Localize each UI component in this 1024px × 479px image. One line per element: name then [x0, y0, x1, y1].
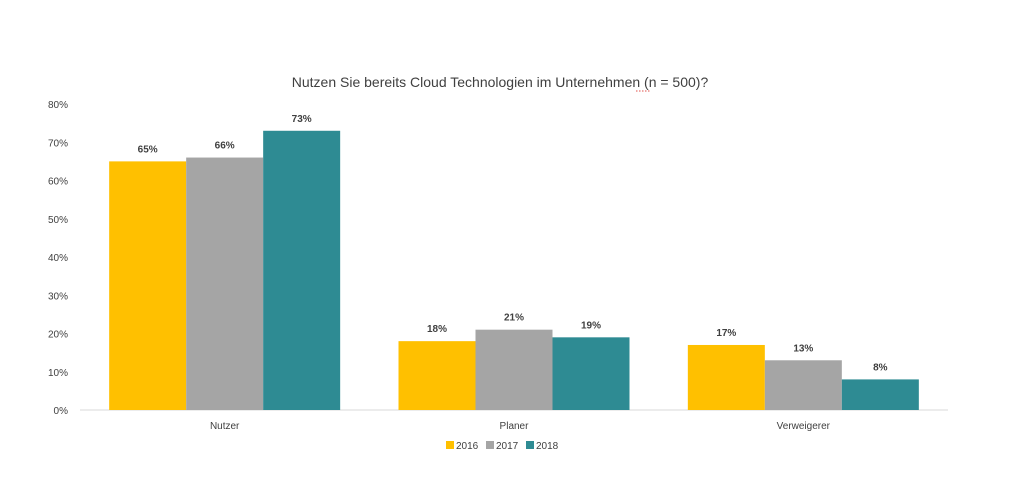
- legend-swatch-2016: [446, 441, 454, 449]
- bar-2017-planer: [475, 329, 553, 410]
- y-tick-label: 40%: [48, 253, 68, 264]
- y-tick-label: 20%: [48, 330, 68, 341]
- legend-label: 2016: [456, 441, 479, 452]
- data-label: 18%: [427, 324, 447, 335]
- bars: [109, 130, 919, 410]
- category-label: Verweigerer: [777, 421, 831, 432]
- data-label: 65%: [138, 144, 158, 155]
- category-label: Nutzer: [210, 421, 240, 432]
- bar-2018-verweigerer: [841, 379, 919, 410]
- y-tick-label: 80%: [48, 100, 68, 111]
- data-label: 21%: [504, 313, 524, 324]
- legend: 2016 2017 2018: [446, 441, 559, 452]
- bar-2017-verweigerer: [764, 360, 842, 410]
- y-tick-label: 10%: [48, 368, 68, 379]
- legend-label: 2017: [496, 441, 519, 452]
- category-labels: Nutzer Planer Verweigerer: [210, 421, 831, 432]
- legend-swatch-2018: [526, 441, 534, 449]
- bar-2016-nutzer: [109, 161, 187, 410]
- category-label: Planer: [500, 421, 530, 432]
- bar-2016-verweigerer: [687, 344, 765, 410]
- chart-title: Nutzen Sie bereits Cloud Technologien im…: [292, 74, 709, 90]
- data-label: 73%: [292, 114, 312, 125]
- y-tick-label: 0%: [54, 406, 69, 417]
- data-label: 66%: [215, 141, 235, 152]
- y-tick-label: 70%: [48, 138, 68, 149]
- data-label: 8%: [873, 362, 888, 373]
- y-tick-label: 60%: [48, 177, 68, 188]
- data-labels: 65% 66% 73% 18% 21% 19% 17% 13% 8%: [138, 114, 888, 374]
- legend-label: 2018: [536, 441, 559, 452]
- y-tick-label: 30%: [48, 291, 68, 302]
- bar-2018-nutzer: [263, 130, 341, 410]
- bar-2017-nutzer: [186, 157, 264, 410]
- bar-2018-planer: [552, 337, 630, 410]
- data-label: 17%: [716, 328, 736, 339]
- y-tick-label: 50%: [48, 215, 68, 226]
- data-label: 13%: [793, 343, 813, 354]
- data-label: 19%: [581, 320, 601, 331]
- bar-2016-planer: [398, 341, 476, 410]
- y-axis: 0% 10% 20% 30% 40% 50% 60% 70% 80%: [48, 100, 68, 417]
- legend-swatch-2017: [486, 441, 494, 449]
